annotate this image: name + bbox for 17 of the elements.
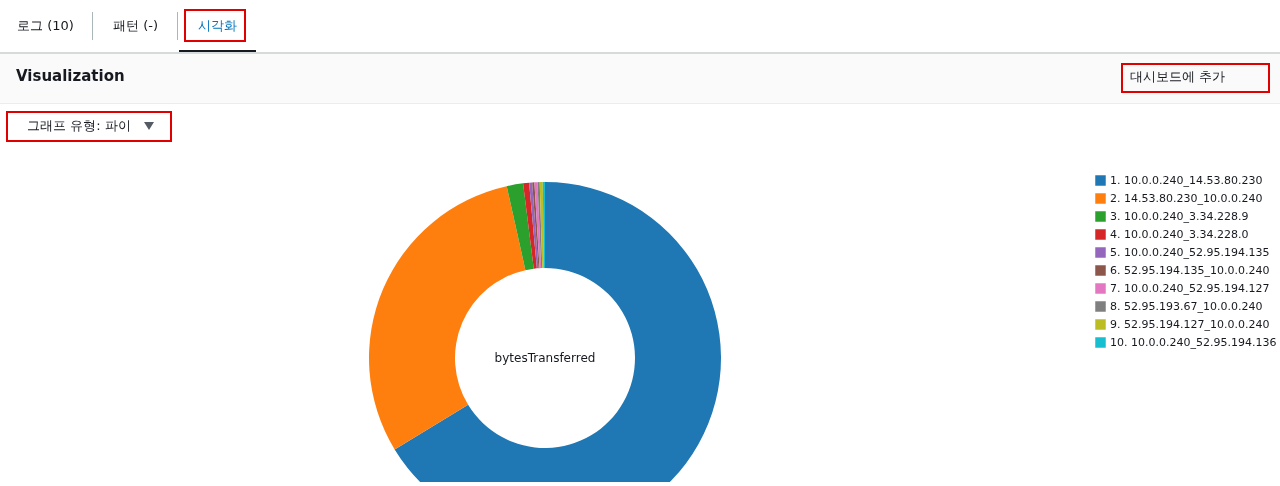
text: 패턴 (-) bbox=[113, 17, 158, 35]
legend-label: 2. 14.53.80.230_10.0.0.240 bbox=[1110, 191, 1263, 205]
text: 대시보드에 추가 bbox=[1130, 68, 1226, 86]
text: Visualization bbox=[16, 67, 125, 85]
text: 로그 (10) bbox=[17, 17, 74, 35]
legend-label: 8. 52.95.193.67_10.0.0.240 bbox=[1110, 299, 1263, 313]
legend-label: 6. 52.95.194.135_10.0.0.240 bbox=[1110, 263, 1270, 277]
text: 시각화 bbox=[198, 17, 237, 35]
legend-label: 1. 10.0.0.240_14.53.80.230 bbox=[1110, 173, 1263, 187]
text: bytesTransferred bbox=[494, 351, 596, 365]
legend-label: 5. 10.0.0.240_52.95.194.135 bbox=[1110, 245, 1270, 259]
legend-label: 7. 10.0.0.240_52.95.194.127 bbox=[1110, 281, 1270, 295]
legend-label: 3. 10.0.0.240_3.34.228.9 bbox=[1110, 209, 1249, 223]
text: 그래프 유형: 파이 bbox=[27, 117, 131, 135]
legend-label: 4. 10.0.0.240_3.34.228.0 bbox=[1110, 227, 1249, 241]
legend-label: 9. 52.95.194.127_10.0.0.240 bbox=[1110, 317, 1270, 331]
legend-label: 10. 10.0.0.240_52.95.194.136 bbox=[1110, 335, 1277, 349]
